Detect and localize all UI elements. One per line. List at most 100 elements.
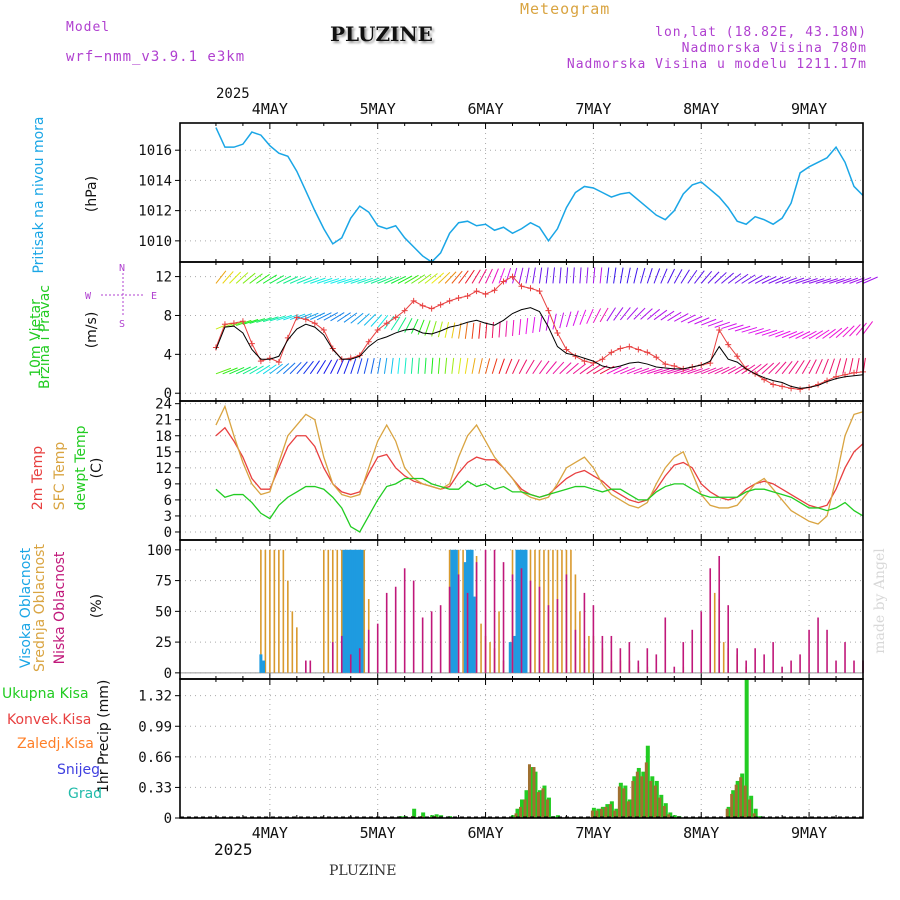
wind-gust-marker: [239, 318, 246, 325]
precip-conv-bar: [617, 786, 621, 818]
wind-arrow: [822, 358, 829, 374]
precip-conv-bar: [653, 785, 657, 818]
wind-arrow: [283, 314, 299, 321]
cloud-bar: [592, 605, 595, 673]
cloud-bar: [508, 642, 512, 673]
wind-arrow: [485, 268, 493, 284]
wind-arrow: [431, 357, 434, 374]
wind-arrow: [781, 331, 798, 339]
cloud-bar: [664, 617, 667, 673]
wind-arrow: [256, 273, 270, 284]
year-top: 2025: [216, 86, 250, 102]
wind-arrow: [680, 314, 696, 323]
cloud-bar: [421, 617, 424, 673]
wind-gust-marker: [536, 288, 543, 295]
precip-conv-bar: [613, 810, 617, 818]
wind-arrow: [498, 321, 501, 338]
cloud-bar: [637, 660, 640, 673]
precip-conv-bar: [590, 810, 594, 818]
wind-arrow: [249, 318, 266, 324]
wind-arrow: [283, 276, 299, 284]
cloud-bar: [282, 549, 285, 673]
y-tick-label: 18: [155, 429, 172, 445]
wind-arrow: [404, 357, 407, 374]
wind-arrow: [330, 312, 345, 322]
cloud-bar: [520, 568, 523, 673]
cloud-bar: [799, 654, 801, 673]
cloud-bar: [480, 623, 482, 673]
wind-arrow: [404, 274, 419, 284]
y-tick-label: 24: [155, 397, 172, 413]
day-label-bottom: 5MAY: [360, 824, 396, 842]
wind-arrow: [721, 272, 734, 284]
wind-arrow: [586, 308, 594, 324]
wind-gust-marker: [446, 297, 453, 304]
wind-arrow: [775, 276, 791, 284]
cloud-bar: [355, 549, 359, 673]
wind-arrow: [849, 324, 861, 337]
wind-arrow: [808, 359, 817, 375]
wind-arrow: [855, 322, 867, 336]
y-tick-label: 4: [164, 347, 172, 363]
wind-gust-marker: [608, 349, 615, 356]
cloud-bar: [385, 592, 388, 673]
cloud-bar: [454, 549, 458, 673]
wind-arrow: [646, 308, 661, 320]
wind-arrow: [276, 314, 292, 321]
wind-arrow: [532, 360, 543, 375]
wind-gust-marker: [428, 305, 435, 312]
precip-conv-bar: [725, 808, 729, 818]
wind-arrow: [572, 310, 579, 326]
cloud-bar: [529, 580, 532, 673]
cloud-bar: [269, 549, 271, 673]
wind-arrow: [458, 322, 462, 339]
wind-arrow: [801, 359, 811, 375]
y-tick-label: 1014: [138, 173, 172, 189]
wind-gust-marker: [365, 338, 372, 345]
wind-arrow: [525, 318, 529, 335]
wind-arrow: [532, 267, 536, 284]
precip-conv-bar: [527, 764, 531, 818]
wind-arrow: [397, 317, 407, 332]
wind-arrow: [437, 321, 443, 338]
wind-gust-marker: [401, 307, 408, 314]
wind-arrow: [761, 362, 775, 375]
wind-gust-marker: [275, 359, 282, 366]
cloud-bar: [363, 549, 366, 673]
wind-arrow: [559, 267, 562, 284]
cloud-bar: [472, 596, 476, 673]
wind-gust-marker: [779, 383, 786, 390]
wind-arrow: [633, 367, 650, 375]
wind-gust-marker: [653, 354, 660, 361]
y-tick-label: 8: [164, 308, 172, 324]
cloud-bar: [524, 549, 528, 673]
precip-conv-bar: [752, 813, 756, 818]
y-tick-label: 15: [155, 445, 172, 461]
wind-arrow: [222, 367, 238, 375]
wind-arrow: [417, 357, 420, 374]
day-label-bottom: 8MAY: [683, 824, 719, 842]
cloud-bar: [655, 654, 658, 673]
wind-arrow: [781, 277, 798, 284]
wind-arrow: [417, 273, 432, 284]
wind-arrow: [566, 362, 579, 375]
wind-arrow: [755, 328, 771, 335]
cloud-bar: [790, 660, 792, 673]
wind-arrow: [471, 357, 476, 374]
wind-gust-marker: [212, 344, 219, 351]
cloud-bar: [534, 549, 536, 673]
wind-gust-marker: [554, 329, 561, 336]
wind-gust-marker: [581, 358, 588, 365]
wind-arrow: [619, 307, 631, 321]
wind-arrow: [451, 357, 455, 374]
y-tick-label: 12: [155, 270, 172, 286]
cloud-bar: [713, 592, 716, 673]
cloud-bar: [808, 629, 810, 673]
wind-arrow: [444, 271, 457, 284]
wind-arrow: [491, 268, 499, 284]
day-label-top: 4MAY: [252, 100, 288, 118]
wind-arrow: [788, 277, 805, 284]
y-tick-label: 0.33: [138, 780, 172, 796]
wind-arrow: [424, 357, 427, 374]
wind-gust-marker: [635, 346, 642, 353]
